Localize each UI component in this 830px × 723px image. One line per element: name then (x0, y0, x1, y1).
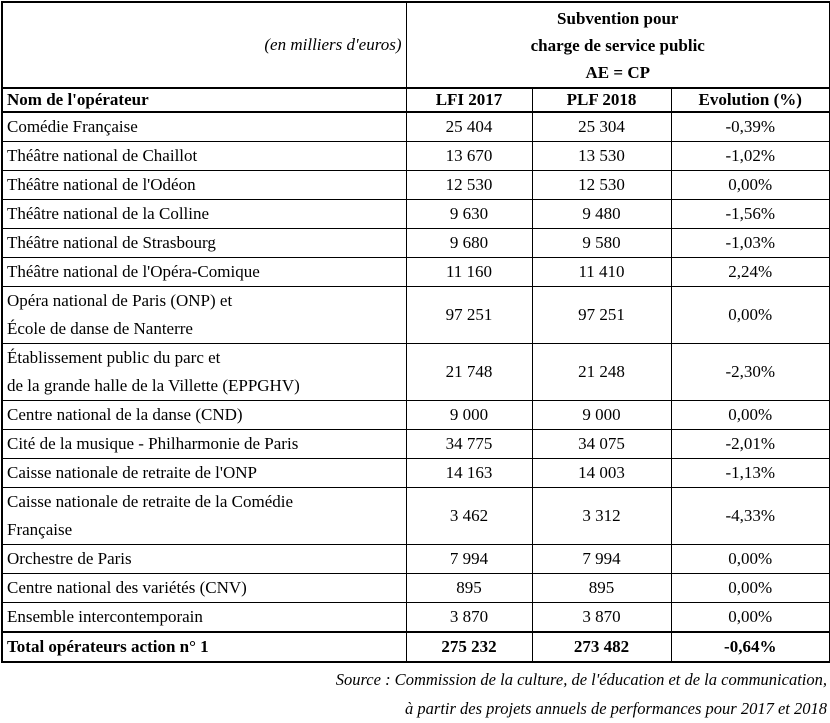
operator-name-cell: Ensemble intercontemporain (1, 602, 407, 633)
operator-name-cell: Théâtre national de la Colline (1, 199, 407, 229)
lfi-2017-cell: 7 994 (405, 544, 533, 574)
lfi-2017-cell: 12 530 (405, 170, 533, 200)
total-plf-2018-cell: 273 482 (531, 631, 672, 663)
unit-label: (en milliers d'euros) (1, 1, 407, 89)
lfi-2017-cell: 25 404 (405, 111, 533, 142)
operator-name-cell: Théâtre national de Chaillot (1, 141, 407, 171)
table-row: Établissement public du parc et de la gr… (1, 343, 830, 401)
plf-2018-cell: 9 000 (531, 400, 672, 430)
lfi-2017-cell: 13 670 (405, 141, 533, 171)
operator-name-cell: Établissement public du parc et de la gr… (1, 343, 407, 401)
operator-name-cell: Centre national des variétés (CNV) (1, 573, 407, 603)
table-row: Opéra national de Paris (ONP) et École d… (1, 286, 830, 344)
evolution-cell: 0,00% (670, 170, 830, 200)
table-row: Théâtre national de Strasbourg 9 680 9 5… (1, 228, 830, 258)
source-line-2: à partir des projets annuels de performa… (405, 699, 827, 718)
evolution-cell: -2,01% (670, 429, 830, 459)
plf-2018-cell: 12 530 (531, 170, 672, 200)
column-header-operator: Nom de l'opérateur (1, 87, 407, 113)
evolution-cell: -2,30% (670, 343, 830, 401)
plf-2018-cell: 14 003 (531, 458, 672, 488)
header-title-row: (en milliers d'euros) Subvention pour ch… (1, 1, 830, 89)
lfi-2017-cell: 21 748 (405, 343, 533, 401)
column-header-plf-2018: PLF 2018 (531, 87, 672, 113)
table-row: Caisse nationale de retraite de l'ONP 14… (1, 458, 830, 488)
operator-name-cell: Théâtre national de Strasbourg (1, 228, 407, 258)
plf-2018-cell: 9 580 (531, 228, 672, 258)
plf-2018-cell: 895 (531, 573, 672, 603)
lfi-2017-cell: 14 163 (405, 458, 533, 488)
table-row: Orchestre de Paris 7 994 7 994 0,00% (1, 544, 830, 574)
plf-2018-cell: 97 251 (531, 286, 672, 344)
operator-name-cell: Orchestre de Paris (1, 544, 407, 574)
evolution-cell: 0,00% (670, 573, 830, 603)
total-label-cell: Total opérateurs action n° 1 (1, 631, 407, 663)
table-row: Caisse nationale de retraite de la Coméd… (1, 487, 830, 545)
table-row: Théâtre national de l'Opéra-Comique 11 1… (1, 257, 830, 287)
lfi-2017-cell: 9 680 (405, 228, 533, 258)
plf-2018-cell: 3 312 (531, 487, 672, 545)
lfi-2017-cell: 3 870 (405, 602, 533, 633)
column-header-evolution: Evolution (%) (670, 87, 830, 113)
table-row: Théâtre national de l'Odéon 12 530 12 53… (1, 170, 830, 200)
operator-name-cell: Caisse nationale de retraite de la Coméd… (1, 487, 407, 545)
evolution-cell: -0,39% (670, 111, 830, 142)
evolution-cell: 0,00% (670, 602, 830, 633)
total-row: Total opérateurs action n° 1 275 232 273… (1, 631, 830, 663)
operator-name-cell: Comédie Française (1, 111, 407, 142)
plf-2018-cell: 21 248 (531, 343, 672, 401)
operator-name-cell: Théâtre national de l'Odéon (1, 170, 407, 200)
evolution-cell: 2,24% (670, 257, 830, 287)
plf-2018-cell: 3 870 (531, 602, 672, 633)
evolution-cell: 0,00% (670, 400, 830, 430)
lfi-2017-cell: 11 160 (405, 257, 533, 287)
evolution-cell: -1,03% (670, 228, 830, 258)
subvention-table: (en milliers d'euros) Subvention pour ch… (1, 1, 830, 663)
lfi-2017-cell: 9 630 (405, 199, 533, 229)
evolution-cell: -1,13% (670, 458, 830, 488)
table-row: Ensemble intercontemporain 3 870 3 870 0… (1, 602, 830, 633)
plf-2018-cell: 7 994 (531, 544, 672, 574)
operator-name-cell: Opéra national de Paris (ONP) et École d… (1, 286, 407, 344)
table-row: Théâtre national de la Colline 9 630 9 4… (1, 199, 830, 229)
operator-name-cell: Théâtre national de l'Opéra-Comique (1, 257, 407, 287)
operator-name-cell: Cité de la musique - Philharmonie de Par… (1, 429, 407, 459)
lfi-2017-cell: 34 775 (405, 429, 533, 459)
total-lfi-2017-cell: 275 232 (405, 631, 533, 663)
table-title: Subvention pour charge de service public… (405, 1, 830, 89)
evolution-cell: -1,02% (670, 141, 830, 171)
column-header-lfi-2017: LFI 2017 (405, 87, 533, 113)
table-row: Cité de la musique - Philharmonie de Par… (1, 429, 830, 459)
total-evolution-cell: -0,64% (670, 631, 830, 663)
plf-2018-cell: 11 410 (531, 257, 672, 287)
lfi-2017-cell: 97 251 (405, 286, 533, 344)
table-row: Centre national de la danse (CND) 9 000 … (1, 400, 830, 430)
lfi-2017-cell: 895 (405, 573, 533, 603)
plf-2018-cell: 25 304 (531, 111, 672, 142)
source-line-1: Source : Commission de la culture, de l'… (335, 670, 827, 689)
lfi-2017-cell: 9 000 (405, 400, 533, 430)
plf-2018-cell: 13 530 (531, 141, 672, 171)
plf-2018-cell: 34 075 (531, 429, 672, 459)
table-row: Théâtre national de Chaillot 13 670 13 5… (1, 141, 830, 171)
table-row: Comédie Française 25 404 25 304 -0,39% (1, 111, 830, 142)
table-row: Centre national des variétés (CNV) 895 8… (1, 573, 830, 603)
operator-name-cell: Caisse nationale de retraite de l'ONP (1, 458, 407, 488)
source-note: Source : Commission de la culture, de l'… (1, 663, 829, 723)
column-header-row: Nom de l'opérateur LFI 2017 PLF 2018 Evo… (1, 87, 830, 113)
evolution-cell: 0,00% (670, 544, 830, 574)
evolution-cell: 0,00% (670, 286, 830, 344)
lfi-2017-cell: 3 462 (405, 487, 533, 545)
evolution-cell: -1,56% (670, 199, 830, 229)
evolution-cell: -4,33% (670, 487, 830, 545)
plf-2018-cell: 9 480 (531, 199, 672, 229)
operator-name-cell: Centre national de la danse (CND) (1, 400, 407, 430)
